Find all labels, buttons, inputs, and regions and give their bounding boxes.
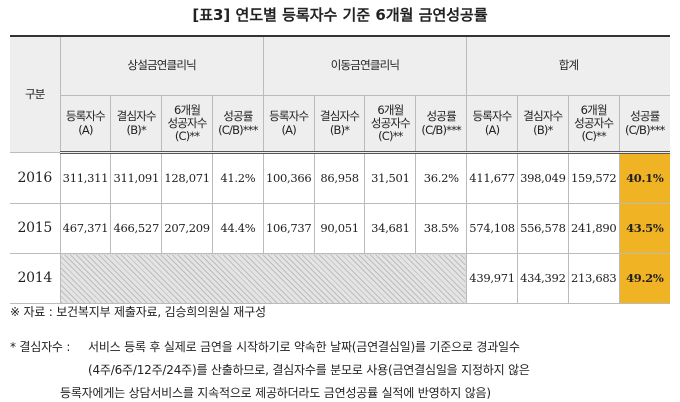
footnote-line: 등록자에게는 상담서비스를 지속적으로 제공하더라도 금연성공률 실적에 반영하… [60,386,491,400]
cell: 90,051 [313,203,366,254]
row-label: 2016 [10,152,61,204]
table-head: 구분 상설금연클리닉 이동금연클리닉 합계 등록자수 (A) 결심자수 (B)* 6개월 성… [10,35,670,154]
cell: 556,578 [516,203,569,254]
column-header: 성공률 (C/B)*** [211,95,264,154]
column-header: 6개월 성공자수 (C)** [364,95,417,154]
cell: 311,091 [110,152,163,204]
row-label: 2014 [10,253,61,304]
cell: 398,049 [516,152,569,204]
header-row: 등록자수 (A) 결심자수 (B)* 6개월 성공자수 (C)** 성공률 (C/B)… [10,95,670,154]
header-row: 구분 상설금연클리닉 이동금연클리닉 합계 [10,35,670,153]
cell: 467,371 [59,203,112,254]
cell: 44.4% [211,203,264,254]
footnote-line: (4주/6주/12주/24주)를 산출하므로, 결심자수를 분모로 사용(금연결… [88,363,530,377]
cell: 411,677 [466,152,518,204]
row-label: 2015 [10,203,61,254]
data-row: 2015 467,371 466,527 207,209 44.4% 106,737 90,… [10,203,670,254]
column-header: 6개월 성공자수 (C)** [161,95,213,154]
cell: 439,971 [466,253,518,304]
cell: 43.5% [618,203,670,254]
column-header: 성공률 (C/B)*** [415,95,468,154]
data-row: 2014 439,971 434,392 213,683 49.2% [10,253,670,304]
cell: 36.2% [415,152,468,204]
cell: 49.2% [618,253,670,304]
cell: 213,683 [567,253,620,304]
cell: 434,392 [516,253,569,304]
source-note: ※ 자료 : 보건복지부 제출자료, 김승희의원실 재구성 [10,305,266,319]
column-header: 결심자수 (B)* [516,95,569,154]
data-row: 2016 311,311 311,091 128,071 41.2% 100,366 86,… [10,152,670,204]
cell: 466,527 [110,203,163,254]
group-header: 이동금연클리닉 [262,35,468,96]
title: [표3] 연도별 등록자수 기준 6개월 금연성공률 [192,6,488,24]
column-header: 등록자수 (A) [262,95,315,154]
footnote-label: * 결심자수 : [10,340,71,354]
group-header: 상설금연클리닉 [59,35,264,96]
cell: 100,366 [262,152,315,204]
cell: 40.1% [618,152,670,204]
cell: 38.5% [415,203,468,254]
cell: 128,071 [161,152,213,204]
cell: 41.2% [211,152,264,204]
empty-hatched-cell [59,253,468,304]
column-header: 등록자수 (A) [466,95,518,154]
cell: 241,890 [567,203,620,254]
cell: 31,501 [364,152,417,204]
cell: 574,108 [466,203,518,254]
corner-header: 구분 [10,35,61,153]
table-body: 2016 311,311 311,091 128,071 41.2% 100,366 86,… [10,152,670,304]
column-header: 결심자수 (B)* [313,95,366,154]
column-header: 6개월 성공자수 (C)** [567,95,620,154]
cell: 34,681 [364,203,417,254]
cell: 311,311 [59,152,112,204]
group-header: 합계 [466,35,670,96]
column-header: 등록자수 (A) [60,95,112,154]
column-header: 결심자수 (B)* [110,95,163,154]
cell: 207,209 [161,203,213,254]
column-header: 성공률 (C/B)*** [618,95,670,154]
footnote-line: 서비스 등록 후 실제로 금연을 시작하기로 약속한 날짜(금연결심일)를 기준… [88,340,520,354]
cell: 86,958 [313,152,366,204]
table: 구분 상설금연클리닉 이동금연클리닉 합계 등록자수 (A) 결심자수 (B)* 6개월 성… [10,35,670,304]
cell: 159,572 [567,152,620,204]
cell: 106,737 [262,203,315,254]
